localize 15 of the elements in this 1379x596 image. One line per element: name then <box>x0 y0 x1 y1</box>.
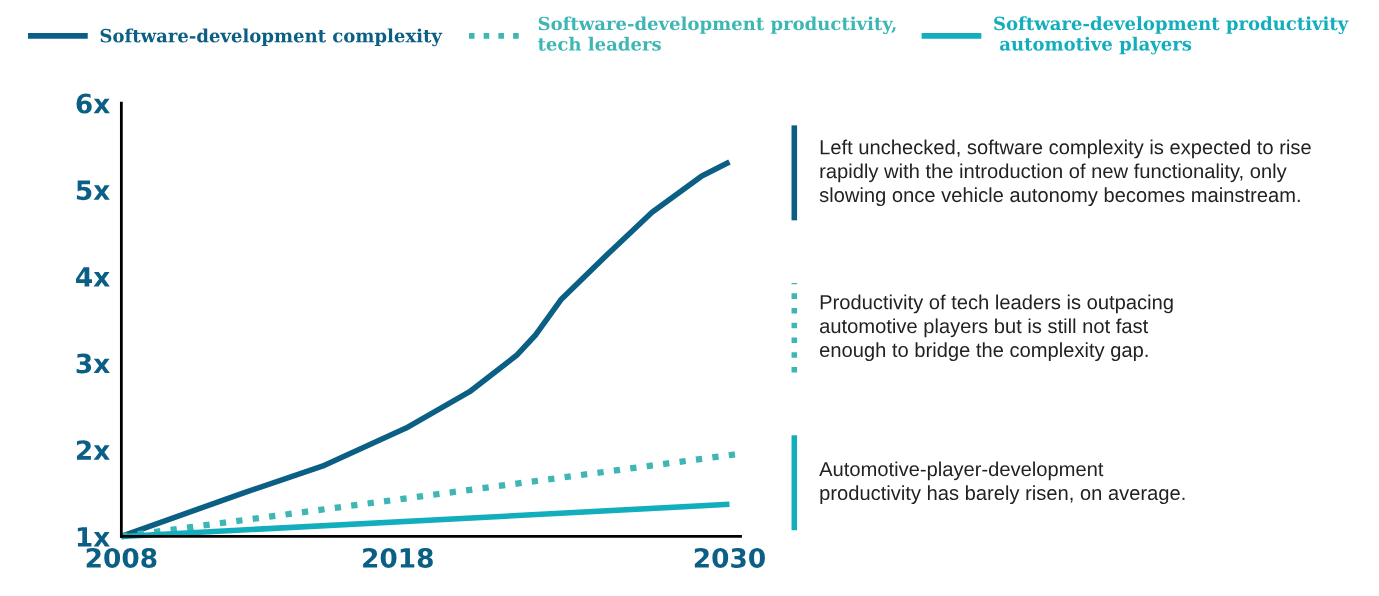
y-tick-label: 4x <box>76 267 110 287</box>
legend-label: Software-development productivity automotive players <box>994 16 1349 55</box>
text: Left unchecked, software complexity is expected to rise rapidly with the introduction of new functionality, only slowing once vehicle autonomy becomes mainstream. <box>819 139 1311 207</box>
y-tick-label: 5x <box>76 180 110 201</box>
y-tick-label: 1x <box>77 527 110 547</box>
x-tick-label: 2008 <box>86 547 157 568</box>
x-tick-label: 2018 <box>363 547 433 568</box>
text: Productivity of tech leaders is outpacing automotive players but is still not fast enough to bridge the complexity gap. <box>819 294 1173 362</box>
y-tick-label: 3x <box>76 353 110 374</box>
text: Automotive-player-development productivity has barely risen, on average. <box>819 461 1185 505</box>
y-tick-label: 6x <box>76 93 110 114</box>
x-tick-label: 2030 <box>694 547 765 568</box>
y-tick-label: 2x <box>76 440 110 460</box>
legend-label: Software-development productivity, tech leaders <box>538 16 896 51</box>
legend-label: Software-development complexity <box>100 28 443 47</box>
